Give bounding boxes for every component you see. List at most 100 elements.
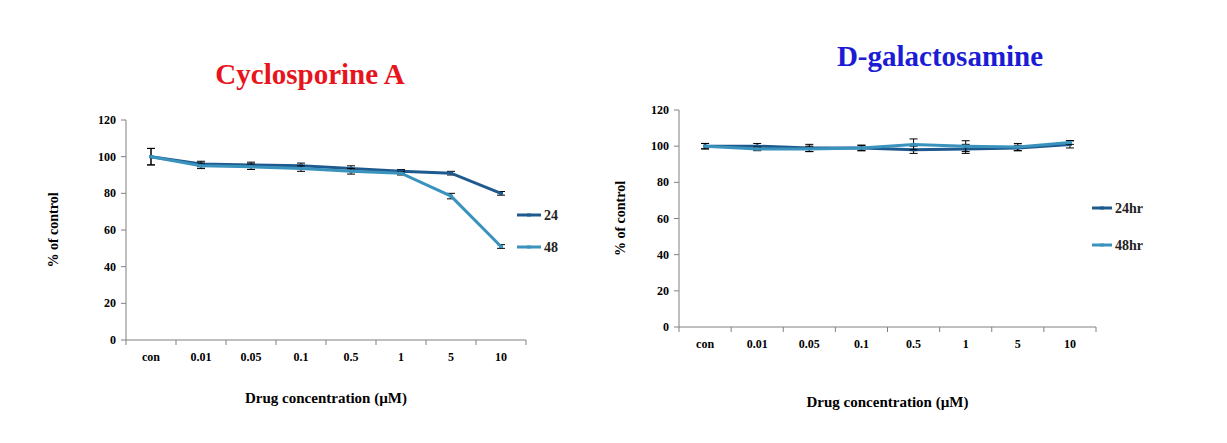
x-tick	[679, 327, 680, 332]
x-tick	[326, 340, 327, 345]
y-tick	[121, 193, 126, 194]
point	[703, 145, 707, 148]
point	[499, 245, 503, 248]
x-tick-label: 0.05	[241, 350, 262, 364]
point	[1016, 146, 1020, 149]
y-axis-label: % of control	[613, 181, 628, 256]
y-axis-label: % of control	[46, 192, 61, 267]
point	[449, 195, 453, 198]
point	[149, 155, 153, 158]
y-tick-label: 60	[657, 212, 669, 226]
y-tick-label: 60	[104, 223, 116, 237]
x-axis-label: Drug concentration (µM)	[245, 390, 407, 407]
x-tick-label: con	[142, 350, 160, 364]
x-tick	[991, 327, 992, 332]
point	[199, 164, 203, 167]
y-tick-label: 80	[104, 186, 116, 200]
x-tick-label: 1	[963, 337, 969, 351]
point	[349, 170, 353, 173]
x-tick-label: 5	[448, 350, 454, 364]
x-axis-label: Drug concentration (µM)	[807, 394, 969, 411]
y-tick	[674, 218, 679, 219]
x-tick-label: 0.1	[294, 350, 309, 364]
point	[1068, 141, 1072, 144]
legend-label: 48	[544, 240, 558, 255]
y-tick-label: 20	[104, 296, 116, 310]
x-tick-label: 0.01	[191, 350, 212, 364]
x-tick	[426, 340, 427, 345]
point	[449, 172, 453, 175]
y-tick-label: 120	[651, 103, 669, 117]
point	[703, 145, 707, 148]
y-tick	[121, 156, 126, 157]
legend-entry: 24	[517, 208, 558, 223]
x-tick-label: 10	[1064, 337, 1076, 351]
y-tick	[121, 266, 126, 267]
y-tick	[674, 254, 679, 255]
legend-entry: 24hr	[1092, 201, 1143, 216]
y-tick-label: 120	[98, 113, 116, 127]
point	[859, 146, 863, 149]
y-tick-label: 20	[657, 284, 669, 298]
y-tick-label: 0	[110, 333, 116, 347]
x-tick	[835, 327, 836, 332]
x-tick	[783, 327, 784, 332]
point	[499, 192, 503, 195]
y-tick	[121, 303, 126, 304]
x-tick	[276, 340, 277, 345]
y-tick-label: 40	[657, 248, 669, 262]
x-tick-label: 0.01	[747, 337, 768, 351]
y-tick-label: 0	[663, 320, 669, 334]
title: D-galactosamine	[837, 40, 1043, 72]
figure: Cyclosporine A020406080100120con0.010.05…	[0, 0, 1227, 443]
y-tick	[674, 110, 679, 111]
series-line	[151, 157, 501, 247]
x-tick-label: 1	[398, 350, 404, 364]
point	[964, 145, 968, 148]
x-tick	[526, 340, 527, 345]
y-tick	[121, 230, 126, 231]
x-tick	[476, 340, 477, 345]
y-tick-label: 100	[651, 139, 669, 153]
y-tick-label: 100	[98, 150, 116, 164]
y-tick	[121, 340, 126, 341]
legend-entry: 48hr	[1092, 238, 1143, 253]
point	[859, 146, 863, 149]
series-line	[151, 157, 501, 194]
x-tick-label: 0.5	[906, 337, 921, 351]
x-tick	[176, 340, 177, 345]
point	[399, 172, 403, 175]
x-tick-label: 0.05	[799, 337, 820, 351]
point	[807, 147, 811, 150]
x-tick	[1043, 327, 1044, 332]
x-tick	[126, 340, 127, 345]
y-tick	[674, 290, 679, 291]
x-tick	[887, 327, 888, 332]
x-tick	[376, 340, 377, 345]
point	[912, 143, 916, 146]
y-tick	[674, 146, 679, 147]
y-tick	[674, 182, 679, 183]
x-tick	[226, 340, 227, 345]
legend-label: 48hr	[1115, 238, 1143, 253]
x-tick	[731, 327, 732, 332]
y-tick-label: 40	[104, 260, 116, 274]
x-tick-label: 0.5	[344, 350, 359, 364]
x-tick-label: con	[696, 337, 714, 351]
plot-area	[147, 148, 505, 248]
legend-entry: 48	[517, 240, 558, 255]
legend-label: 24hr	[1115, 201, 1143, 216]
x-tick-label: 0.1	[854, 337, 869, 351]
x-tick	[939, 327, 940, 332]
x-tick	[1096, 327, 1097, 332]
point	[249, 165, 253, 168]
chart: Cyclosporine A 0 20 40 60 80 100 120 con 0.01 0.05…	[46, 58, 558, 407]
legend-label: 24	[544, 208, 558, 223]
plot-area	[701, 139, 1074, 153]
chart: D-galactosamine020406080100120con0.010.0…	[613, 40, 1143, 411]
y-tick	[674, 327, 679, 328]
x-tick-label: 5	[1015, 337, 1021, 351]
point	[299, 167, 303, 170]
title: Cyclosporine A	[215, 58, 404, 90]
y-tick	[121, 120, 126, 121]
